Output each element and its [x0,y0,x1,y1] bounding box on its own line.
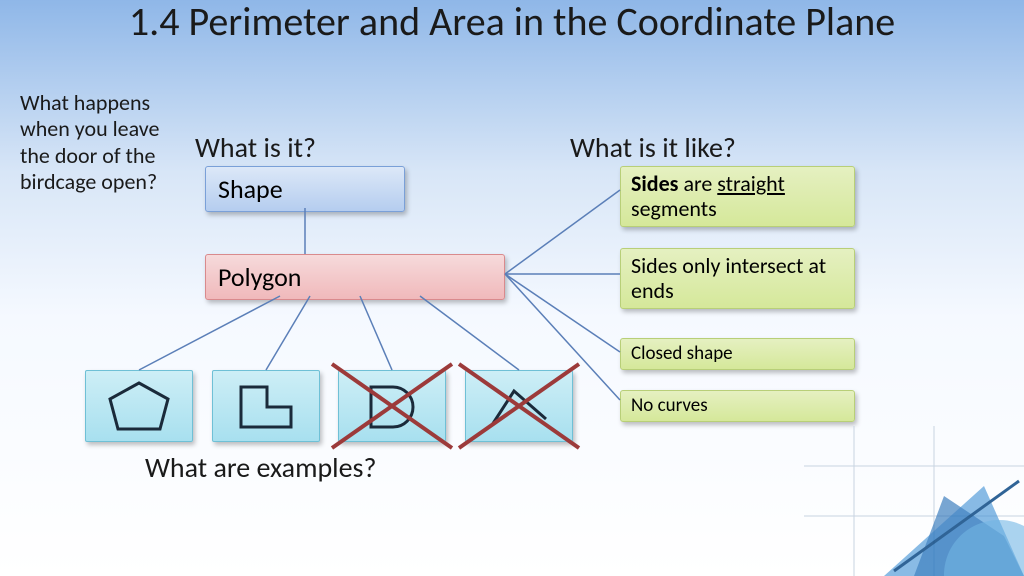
geometry-tools-icon [804,426,1024,576]
page-title: 1.4 Perimeter and Area in the Coordinate… [0,0,1024,44]
property-box-2: Closed shape [620,338,855,370]
property-box-0: Sides are straight segments [620,166,855,227]
riddle-text: What happens when you leave the door of … [20,90,160,196]
label-what-is-it: What is it? [195,130,316,165]
example-shape-dshape [338,370,446,442]
property-box-1: Sides only intersect at ends [620,248,855,309]
example-shape-pentagon [85,370,193,442]
example-shape-openangle [465,370,573,442]
property-box-3: No curves [620,390,855,422]
label-what-are-examples: What are examples? [145,450,376,485]
label-what-is-it-like: What is it like? [570,130,736,165]
example-shape-lshape [212,370,320,442]
node-shape: Shape [205,166,405,212]
node-polygon: Polygon [205,254,505,300]
